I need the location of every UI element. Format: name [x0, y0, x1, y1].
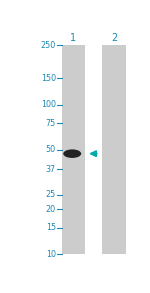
Text: 150: 150 [41, 74, 56, 83]
Text: 25: 25 [46, 190, 56, 199]
Text: 75: 75 [46, 119, 56, 128]
Bar [102, 45, 126, 254]
Text: 100: 100 [41, 100, 56, 109]
Text: 1: 1 [70, 33, 76, 42]
Text: 15: 15 [46, 223, 56, 232]
Text: 10: 10 [46, 250, 56, 258]
Text: 2: 2 [111, 33, 117, 42]
Bar [62, 45, 85, 254]
Text: 250: 250 [41, 41, 56, 50]
Text: 20: 20 [46, 205, 56, 214]
Text: 50: 50 [46, 145, 56, 154]
Text: 37: 37 [46, 165, 56, 174]
Ellipse shape [63, 149, 81, 158]
